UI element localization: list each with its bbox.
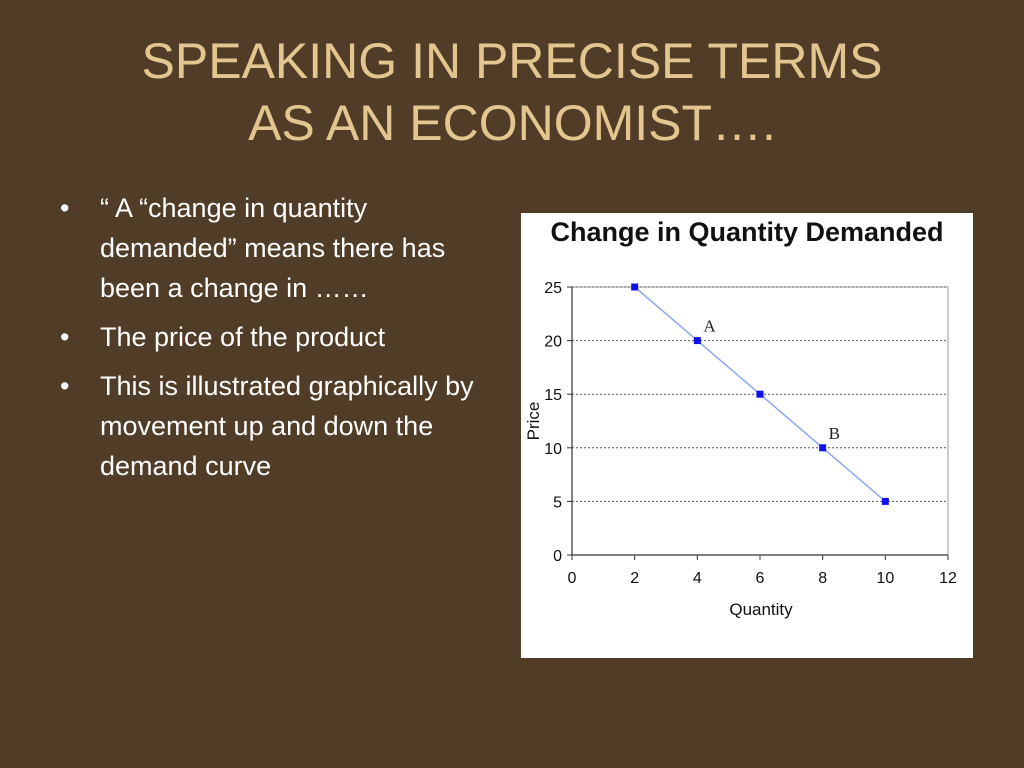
point-label-a: A <box>703 317 716 336</box>
data-point <box>819 444 827 452</box>
x-tick-label: 0 <box>568 570 577 587</box>
x-tick-label: 8 <box>818 570 827 587</box>
data-point <box>693 337 701 345</box>
chart-panel: Change in Quantity Demanded Quantity Pri… <box>521 213 973 658</box>
y-tick-label: 0 <box>553 548 562 565</box>
plot-layer: 0 5 10 15 20 25 0 2 4 6 8 10 12 A B <box>544 280 957 587</box>
slide-title: SPEAKING IN PRECISE TERMS AS AN ECONOMIS… <box>40 30 984 154</box>
bullet-item: “ A “change in quantity demanded” means … <box>58 188 498 308</box>
data-point <box>631 283 639 291</box>
slide-title-line-1: SPEAKING IN PRECISE TERMS <box>141 33 883 89</box>
y-tick-label: 15 <box>544 387 562 404</box>
y-tick-label: 10 <box>544 441 562 458</box>
x-tick-label: 6 <box>756 570 765 587</box>
y-tick-label: 25 <box>544 280 562 297</box>
slide-title-line-2: AS AN ECONOMIST…. <box>248 95 776 151</box>
y-tick-label: 5 <box>553 494 562 511</box>
y-tick-label: 20 <box>544 334 562 351</box>
bullet-list: “ A “change in quantity demanded” means … <box>58 188 498 495</box>
plot-frame <box>571 286 949 556</box>
bullet-item: The price of the product <box>58 317 498 357</box>
y-axis-label: Price <box>524 402 543 441</box>
x-axis-label: Quantity <box>729 600 793 619</box>
bullet-item: This is illustrated graphically by movem… <box>58 366 498 486</box>
x-tick-label: 4 <box>693 570 702 587</box>
data-point <box>881 497 889 505</box>
x-tick-label: 12 <box>939 570 957 587</box>
x-tick-label: 2 <box>630 570 639 587</box>
demand-chart: Change in Quantity Demanded Quantity Pri… <box>524 217 957 619</box>
x-tick-label: 10 <box>876 570 894 587</box>
point-label-b: B <box>829 424 840 443</box>
chart-title: Change in Quantity Demanded <box>550 217 943 247</box>
data-point <box>756 390 764 398</box>
